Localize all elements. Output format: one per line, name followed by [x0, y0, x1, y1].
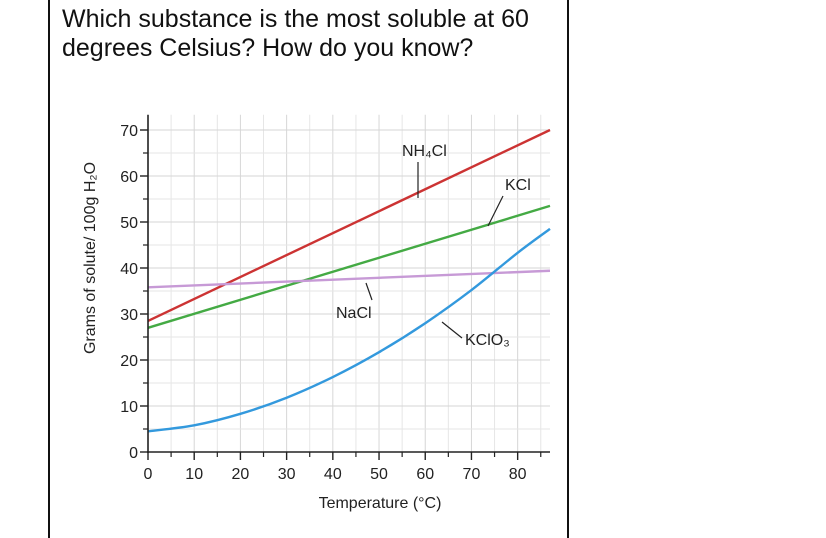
series-label-nacl: NaCl: [336, 305, 372, 322]
leader-line-kcl: [487, 195, 504, 227]
series-line-nacl: [147, 269, 551, 289]
y-axis-title: Grams of solute/ 100g H₂O: [82, 162, 99, 354]
left-border: [48, 0, 50, 538]
labels: Temperature (°C) Grams of solute/ 100g H₂…: [82, 143, 531, 512]
y-tick-label: 20: [120, 353, 138, 370]
axes: 0 10 20 30 40 50 60 70 80 0 10 20 30 40 50 60 70: [120, 114, 550, 483]
leader-line-nacl: [365, 282, 373, 301]
y-tick-label: 30: [120, 307, 138, 324]
x-tick-label: 50: [370, 466, 388, 483]
y-tick-label: 10: [120, 399, 138, 416]
x-tick-label: 80: [509, 466, 527, 483]
x-tick-label: 60: [416, 466, 434, 483]
right-border: [567, 0, 569, 538]
series-label-kclo3: KClO₃: [465, 332, 510, 349]
series-group: [147, 128, 551, 433]
x-tick-label: 20: [232, 466, 250, 483]
grid: [148, 114, 550, 452]
series-line-kcl: [147, 204, 551, 329]
y-tick-label: 70: [120, 123, 138, 140]
x-axis-title: Temperature (°C): [319, 495, 442, 512]
series-label-kcl: KCl: [505, 177, 531, 194]
question-text: Which substance is the most soluble at 6…: [62, 5, 529, 62]
series-line-nh4cl: [147, 128, 551, 322]
x-tick-label: 40: [324, 466, 342, 483]
x-tick-label: 10: [185, 466, 203, 483]
y-tick-label: 50: [120, 215, 138, 232]
x-tick-label: 0: [144, 466, 153, 483]
series-line-kclo3: [147, 227, 551, 433]
y-tick-label: 0: [129, 445, 138, 462]
x-tick-label: 30: [278, 466, 296, 483]
x-tick-label: 70: [463, 466, 481, 483]
y-tick-label: 60: [120, 169, 138, 186]
leader-line-kclo3: [441, 321, 463, 339]
series-label-nh4cl: NH₄Cl: [402, 143, 447, 160]
y-tick-label: 40: [120, 261, 138, 278]
